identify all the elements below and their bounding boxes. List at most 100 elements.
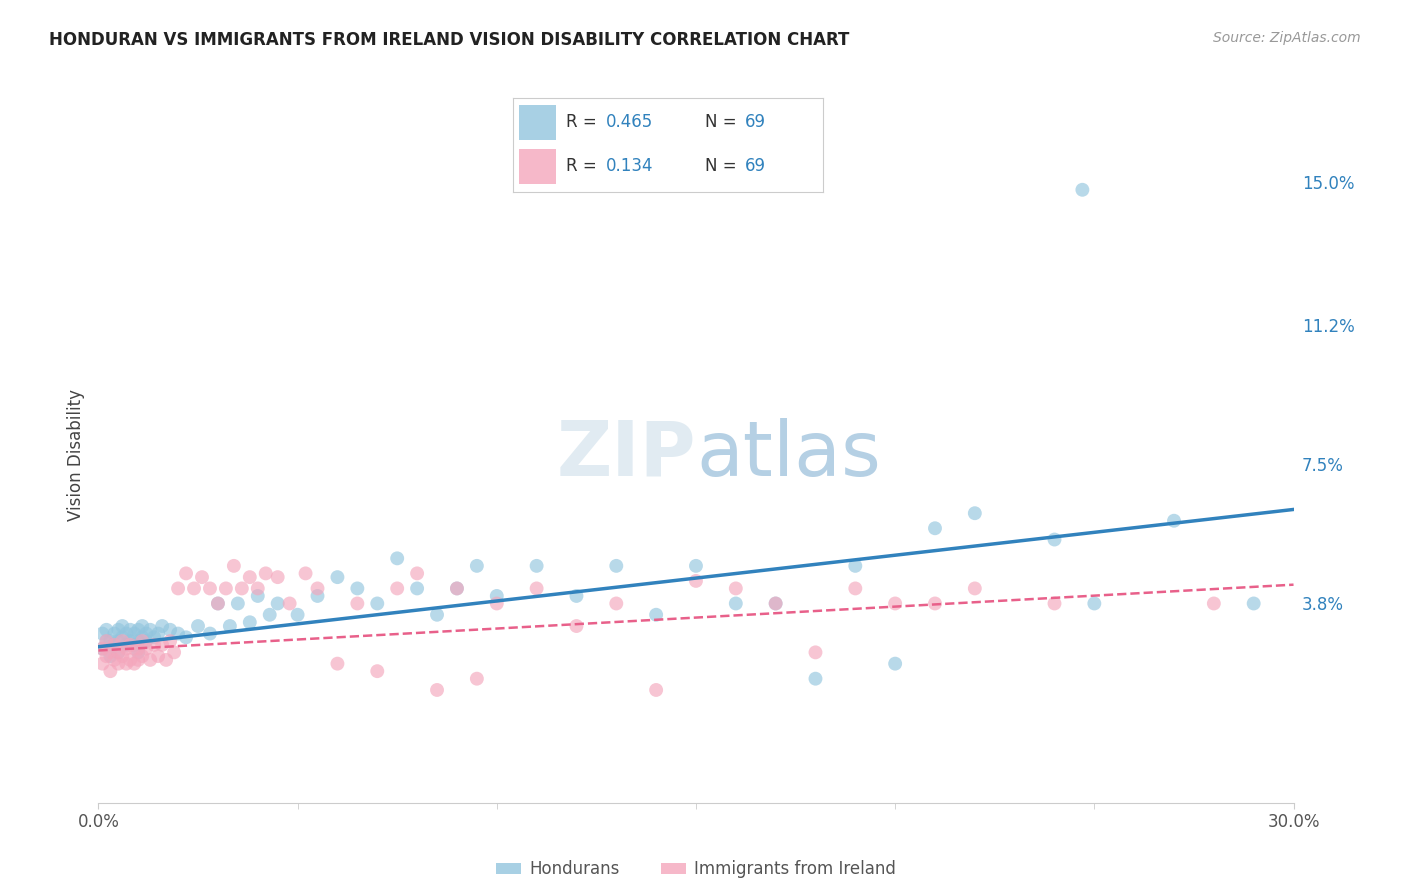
Point: [366, 664, 388, 678]
Point: [565, 589, 588, 603]
Point: [246, 582, 269, 596]
Point: [231, 582, 253, 596]
Text: 69: 69: [745, 113, 766, 131]
Point: [963, 582, 986, 596]
Point: [91, 657, 114, 671]
Point: [385, 582, 409, 596]
Point: [131, 630, 153, 644]
Point: [198, 582, 221, 596]
Point: [406, 582, 429, 596]
Text: Source: ZipAtlas.com: Source: ZipAtlas.com: [1213, 31, 1361, 45]
Point: [174, 566, 197, 581]
Point: [446, 582, 468, 596]
Text: R =: R =: [565, 158, 602, 176]
Point: [107, 657, 129, 671]
Point: [267, 597, 290, 611]
Point: [526, 558, 548, 573]
Point: [103, 653, 125, 667]
Point: [219, 619, 242, 633]
Point: [143, 630, 166, 644]
Point: [765, 597, 787, 611]
Point: [120, 638, 142, 652]
Point: [645, 683, 668, 698]
Point: [346, 582, 368, 596]
Point: [131, 619, 153, 633]
Point: [326, 657, 349, 671]
Point: [465, 672, 488, 686]
Text: ZIP: ZIP: [557, 418, 696, 491]
Point: [163, 645, 186, 659]
Point: [406, 566, 429, 581]
Point: [307, 589, 329, 603]
Point: [287, 607, 309, 622]
Point: [124, 641, 146, 656]
Point: [963, 506, 986, 520]
Point: [254, 566, 277, 581]
Point: [103, 638, 125, 652]
Point: [100, 634, 122, 648]
Point: [366, 597, 388, 611]
Point: [127, 653, 149, 667]
Point: [111, 619, 134, 633]
Point: [115, 657, 138, 671]
Point: [1071, 183, 1094, 197]
Point: [107, 634, 129, 648]
Point: [485, 589, 508, 603]
Point: [1043, 533, 1066, 547]
Point: [724, 582, 747, 596]
Point: [294, 566, 316, 581]
Point: [159, 634, 181, 648]
Point: [127, 645, 149, 659]
Point: [124, 657, 146, 671]
Point: [446, 582, 468, 596]
Point: [148, 626, 170, 640]
Point: [267, 570, 290, 584]
Point: [159, 623, 181, 637]
Legend: Hondurans, Immigrants from Ireland: Hondurans, Immigrants from Ireland: [489, 854, 903, 885]
Text: HONDURAN VS IMMIGRANTS FROM IRELAND VISION DISABILITY CORRELATION CHART: HONDURAN VS IMMIGRANTS FROM IRELAND VISI…: [49, 31, 849, 49]
Point: [183, 582, 205, 596]
Point: [239, 570, 262, 584]
Point: [605, 597, 627, 611]
Point: [127, 623, 149, 637]
Text: N =: N =: [704, 158, 742, 176]
Point: [100, 649, 122, 664]
Point: [91, 626, 114, 640]
Point: [226, 597, 249, 611]
Point: [222, 558, 245, 573]
Point: [150, 638, 173, 652]
Point: [107, 645, 129, 659]
Point: [103, 638, 125, 652]
Point: [565, 619, 588, 633]
Point: [1043, 597, 1066, 611]
Point: [91, 641, 114, 656]
Point: [167, 626, 190, 640]
Point: [143, 638, 166, 652]
Point: [127, 634, 149, 648]
Point: [96, 634, 118, 648]
Point: [724, 597, 747, 611]
Point: [174, 630, 197, 644]
Point: [131, 649, 153, 664]
Point: [135, 641, 157, 656]
Point: [844, 558, 866, 573]
Point: [100, 645, 122, 659]
Point: [259, 607, 281, 622]
Point: [150, 619, 173, 633]
Point: [1083, 597, 1105, 611]
Point: [139, 623, 162, 637]
Point: [1202, 597, 1225, 611]
Point: [426, 607, 449, 622]
Point: [148, 649, 170, 664]
Point: [120, 623, 142, 637]
Point: [804, 672, 827, 686]
Point: [884, 597, 907, 611]
Point: [96, 623, 118, 637]
Point: [91, 641, 114, 656]
Bar: [519, 149, 557, 185]
Point: [207, 597, 229, 611]
Point: [385, 551, 409, 566]
Point: [765, 597, 787, 611]
Point: [111, 649, 134, 664]
Point: [120, 653, 142, 667]
